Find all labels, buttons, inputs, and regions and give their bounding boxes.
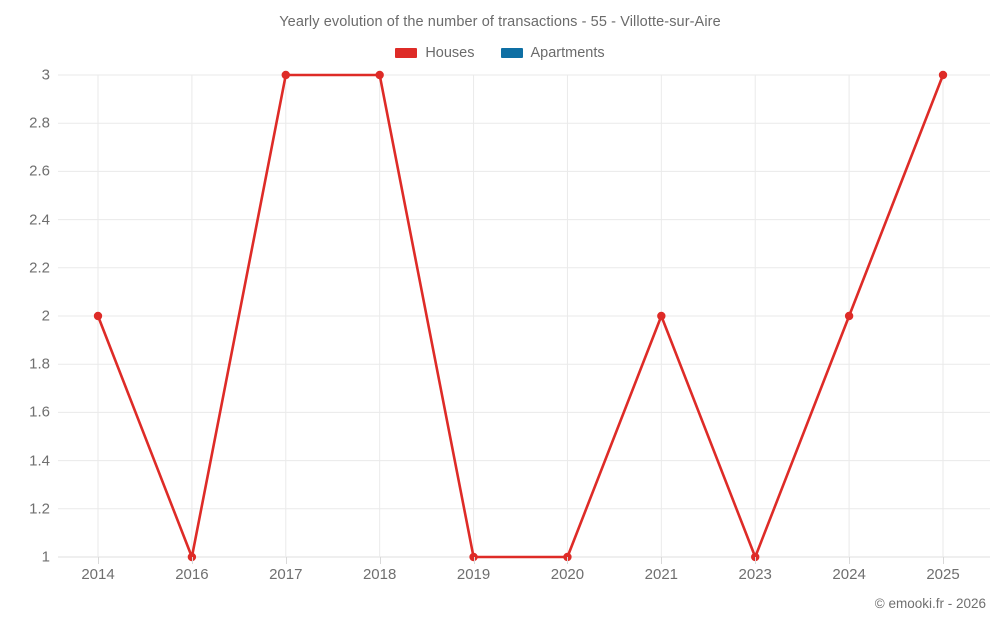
x-axis-tick-label: 2025 xyxy=(926,566,960,583)
x-axis-tick-mark xyxy=(98,557,99,564)
legend-swatch-icon xyxy=(395,48,418,58)
x-axis-tick-mark xyxy=(285,557,287,564)
y-axis-tick-label: 1.2 xyxy=(29,500,50,518)
x-axis-tick-label: 2018 xyxy=(362,566,397,583)
x-axis-tick-mark xyxy=(191,557,193,564)
plot-area xyxy=(58,70,990,562)
legend-swatch-icon xyxy=(500,48,523,58)
x-axis-tick-mark xyxy=(849,557,851,564)
chart-legend: Houses Apartments xyxy=(0,45,1000,61)
data-point-marker[interactable] xyxy=(281,70,290,80)
series-line xyxy=(96,73,945,559)
data-point-marker[interactable] xyxy=(563,552,572,562)
y-axis-tick-label: 3 xyxy=(41,66,50,84)
x-axis-tick-label: 2023 xyxy=(738,566,772,583)
data-point-marker[interactable] xyxy=(751,552,760,562)
chart-title: Yearly evolution of the number of transa… xyxy=(279,14,721,30)
copyright-footer: © emooki.fr - 2026 xyxy=(874,596,986,611)
y-axis-tick-label: 1.4 xyxy=(29,452,50,470)
x-axis-tick-mark xyxy=(379,557,381,564)
data-point-marker[interactable] xyxy=(844,311,854,321)
data-point-marker[interactable] xyxy=(938,70,948,80)
data-point-marker[interactable] xyxy=(93,311,103,321)
series-layer xyxy=(93,70,948,562)
x-axis-tick-label: 2016 xyxy=(175,566,209,583)
x-axis-tick-label: 2020 xyxy=(550,566,585,583)
x-axis-tick-label: 2024 xyxy=(832,566,866,583)
x-axis-tick-label: 2019 xyxy=(456,566,491,583)
y-axis-tick-label: 2.4 xyxy=(29,211,50,229)
x-axis-tick-label: 2014 xyxy=(81,566,115,583)
y-axis-tick-label: 2 xyxy=(41,307,50,325)
legend-item-apartments[interactable]: Apartments xyxy=(500,45,605,61)
x-axis-tick-label: 2021 xyxy=(644,566,679,583)
y-axis-tick-label: 2.2 xyxy=(29,259,50,277)
x-axis-tick-label: 2017 xyxy=(269,566,303,583)
x-axis-tick-mark xyxy=(473,557,475,564)
y-axis: 1 1.2 1.4 1.6 1.8 2 2.2 2.4 2.6 2.8 3 xyxy=(0,0,50,625)
data-point-marker[interactable] xyxy=(187,552,197,562)
legend-item-houses[interactable]: Houses xyxy=(395,45,475,61)
y-axis-tick-label: 2.8 xyxy=(29,114,50,132)
y-axis-tick-label: 1 xyxy=(41,548,50,566)
y-axis-tick-label: 1.8 xyxy=(29,355,50,373)
y-axis-tick-label: 1.6 xyxy=(29,403,50,421)
x-axis-tick-mark xyxy=(567,557,569,564)
legend-item-label: Houses xyxy=(425,45,475,61)
legend-item-label: Apartments xyxy=(530,45,605,61)
data-point-marker[interactable] xyxy=(469,552,478,562)
y-axis-tick-label: 2.6 xyxy=(29,162,50,180)
x-axis-tick-mark xyxy=(943,557,944,564)
x-axis-tick-mark xyxy=(661,557,663,564)
gridlines xyxy=(58,74,990,558)
x-axis-tick-mark xyxy=(755,557,757,564)
data-point-marker[interactable] xyxy=(375,70,384,80)
data-point-marker[interactable] xyxy=(657,311,666,321)
